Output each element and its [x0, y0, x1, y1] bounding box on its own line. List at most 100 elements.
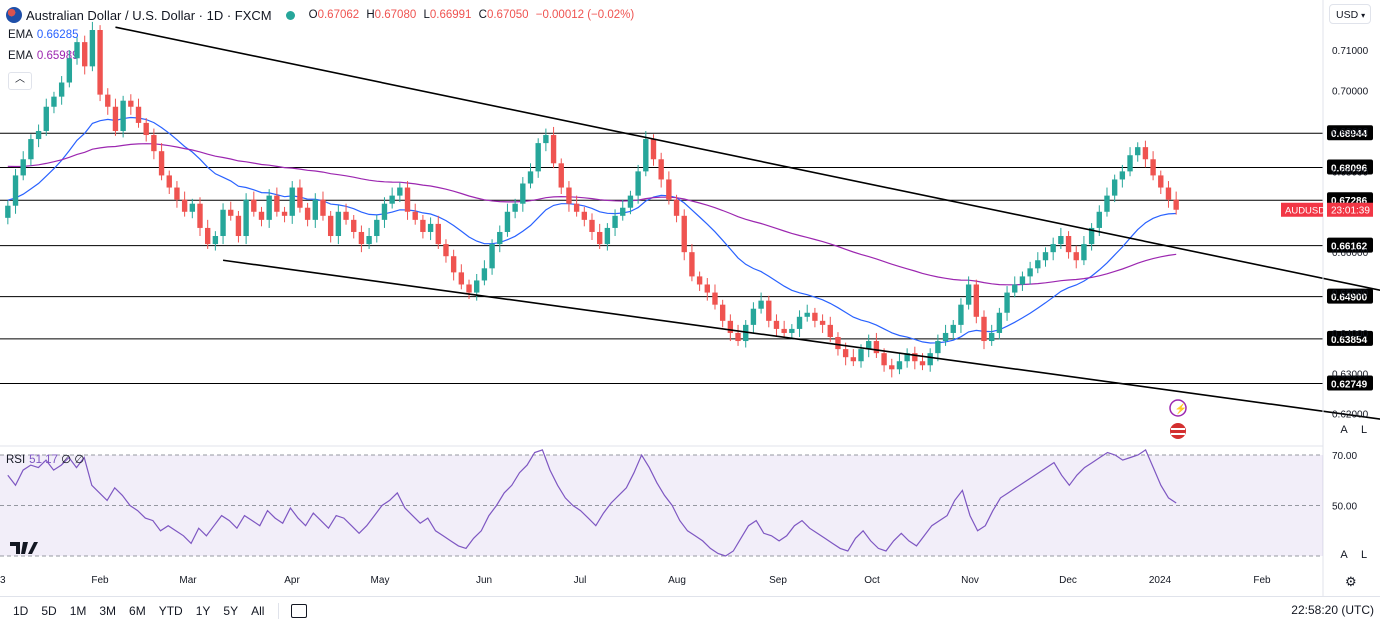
symbol-tag [1281, 202, 1323, 217]
candle-body [135, 106, 142, 123]
bottom-toolbar: 1D 5D 1M 3M 6M YTD 1Y 5Y All 22:58:20 (U… [0, 596, 1380, 624]
divider [278, 602, 280, 619]
auto-scale-button[interactable]: A [1335, 421, 1353, 439]
candle-body [274, 195, 280, 212]
time-tick-label: Feb [91, 575, 109, 586]
candle-body [873, 341, 880, 354]
level-tag [1327, 125, 1373, 141]
candle-body [389, 195, 395, 204]
candle-body [612, 215, 618, 228]
candle-body [320, 199, 326, 216]
candle-body [289, 187, 295, 216]
candle-body [243, 199, 249, 237]
time-tick-label: Aug [668, 575, 686, 586]
candle-body [627, 195, 634, 208]
candle-body [773, 320, 780, 329]
currency-select[interactable]: USD ▾ [1329, 4, 1371, 24]
lightning-icon [1169, 399, 1187, 417]
candle-body [1096, 211, 1102, 228]
candle-body [143, 122, 149, 136]
candle-body [988, 332, 995, 342]
candle-body [889, 365, 895, 370]
range-5d[interactable]: 5D [41, 603, 57, 618]
chevron-up-icon[interactable]: ︿ [8, 72, 32, 90]
candle-body [835, 336, 841, 350]
candle-body [105, 94, 111, 107]
candle-body [51, 96, 57, 107]
candle-body [1050, 244, 1056, 253]
time-tick-label: Nov [961, 575, 979, 586]
range-1d[interactable]: 1D [13, 603, 29, 618]
candle-body [112, 106, 119, 131]
candle-body [504, 211, 511, 232]
price-tick-label: 0.63000 [1332, 369, 1369, 380]
candle-body [1073, 252, 1079, 261]
ohlc-readout: O0.67062 H0.67080 L0.66991 C0.67050 −0.0… [308, 9, 635, 21]
range-3m[interactable]: 3M [99, 603, 117, 618]
level-label: 0.63854 [1331, 335, 1368, 346]
candle-body [158, 151, 165, 176]
symbol-tag-label: AUDUSD [1285, 205, 1325, 216]
rsi-auto-scale-button[interactable]: A [1335, 546, 1353, 564]
candle-body [681, 215, 687, 253]
candle-body [258, 211, 265, 220]
time-tick-label: Jul [574, 575, 587, 586]
gear-icon[interactable]: ⚙ [1345, 574, 1357, 589]
range-1y[interactable]: 1Y [195, 603, 211, 618]
symbol-title[interactable]: Australian Dollar / U.S. Dollar · 1D · F… [26, 7, 272, 23]
candle-body [235, 215, 242, 237]
calendar-goto-icon[interactable] [291, 603, 308, 618]
level-tag [1327, 375, 1373, 391]
candle-body [474, 280, 480, 293]
candle-body [650, 139, 657, 160]
rsi-legend[interactable]: RSI 51.17 ∅ ∅ [6, 454, 85, 466]
time-tick-label: Feb [1253, 575, 1271, 586]
range-1m[interactable]: 1M [69, 603, 87, 618]
price-tick-label: 0.66000 [1332, 248, 1369, 259]
candle-body [174, 187, 180, 200]
candle-body [712, 292, 718, 305]
candle-body [12, 175, 19, 206]
time-tick-label: Jun [476, 575, 492, 586]
range-5y[interactable]: 5Y [223, 603, 239, 618]
candle-body [128, 100, 134, 107]
candle-body [489, 244, 495, 269]
candle-body [181, 199, 188, 212]
candle-body [935, 341, 941, 354]
candle-body [804, 312, 810, 317]
rsi-log-scale-button[interactable]: L [1355, 546, 1373, 564]
candle-body [189, 203, 196, 212]
candle-body [589, 219, 595, 232]
candle-body [228, 209, 234, 216]
trendlines [115, 26, 1380, 420]
log-scale-button[interactable]: L [1355, 421, 1373, 439]
market-open-icon [285, 10, 295, 20]
candle-body [1012, 284, 1018, 293]
candle-body [973, 284, 980, 317]
countdown-tag [1327, 202, 1373, 217]
candle-body [28, 139, 34, 160]
candle-body [43, 106, 49, 131]
candle-body [212, 236, 219, 245]
range-all[interactable]: All [251, 603, 265, 618]
candle-body [1065, 236, 1072, 253]
candle-body [89, 30, 96, 67]
time-tick-label: Sep [769, 575, 787, 586]
range-ytd[interactable]: YTD [158, 603, 183, 618]
ema-fast-legend[interactable]: EMA 0.66285 [8, 29, 79, 41]
range-6m[interactable]: 6M [129, 603, 146, 618]
candle-body [543, 135, 549, 144]
price-tick-label: 0.64000 [1332, 329, 1369, 340]
level-label: 0.64900 [1331, 293, 1368, 304]
candle-body [850, 357, 857, 362]
price-tick-label: 0.68000 [1332, 167, 1369, 178]
candle-body [74, 42, 80, 59]
candle-body [481, 268, 488, 281]
candle-body [1027, 268, 1033, 277]
price-tick-label: 0.62000 [1332, 410, 1369, 421]
trendline-upper [115, 26, 1380, 292]
candle-body [719, 304, 726, 321]
candle-body [842, 349, 849, 358]
candle-body [1081, 244, 1087, 261]
